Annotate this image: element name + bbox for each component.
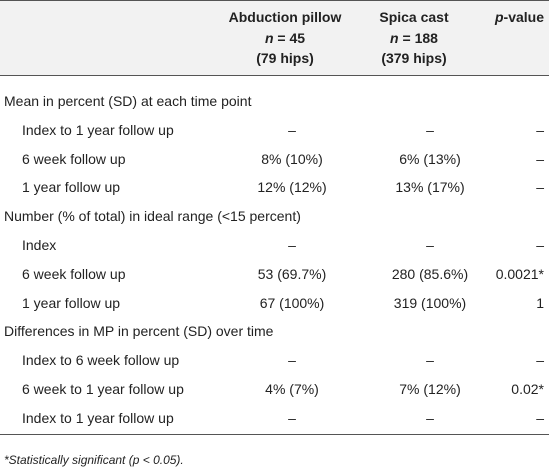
cell: – (288, 409, 296, 426)
cell: 7% (12%) (399, 381, 461, 397)
row-label: 6 week to 1 year follow up (22, 381, 184, 397)
cell: – (288, 237, 296, 253)
table-header (0, 0, 549, 76)
row-label: 6 week follow up (22, 265, 126, 282)
n-label: n (390, 30, 399, 46)
cell: – (288, 121, 296, 138)
cell: 67 (100%) (259, 294, 325, 311)
p-label: p (494, 9, 504, 25)
row-label: Index to 1 year follow up (22, 409, 174, 426)
cell: 6% (13%) (399, 150, 461, 167)
column-hips: (79 hips) (256, 50, 314, 66)
cell: 1 (536, 294, 544, 311)
column-n: n = 188 (390, 29, 438, 47)
section-title: Number (% of total) in ideal range (<15 … (4, 208, 301, 225)
cell: – (426, 352, 434, 369)
cell: 319 (100%) (393, 294, 467, 311)
cell: – (536, 409, 544, 426)
column-title: Spica cast (379, 9, 449, 25)
row-label: Index (22, 237, 57, 253)
cell: 12% (12%) (257, 179, 327, 196)
cell: 13% (17%) (395, 179, 465, 196)
cell: – (426, 237, 434, 253)
cell: – (536, 150, 544, 167)
column-title: p-value (495, 8, 544, 26)
section-title: Differences in MP in percent (SD) over t… (4, 323, 274, 340)
table-bottom-rule (0, 434, 549, 435)
cell: – (536, 121, 544, 138)
cell: 53 (69.7%) (257, 265, 327, 282)
row-label: Index to 1 year follow up (22, 121, 174, 138)
cell: 0.02* (511, 381, 544, 397)
row-label: 1 year follow up (22, 294, 121, 311)
cell: 8% (10%) (261, 150, 323, 167)
p-title: -value (503, 9, 544, 25)
column-title: Abduction pillow (228, 9, 342, 25)
cell: – (288, 352, 296, 369)
n-value: = 45 (273, 30, 306, 46)
cell: 4% (7%) (265, 381, 319, 397)
section-title: Mean in percent (SD) at each time point (4, 93, 252, 109)
n-label: n (264, 30, 274, 46)
column-n: n = 45 (265, 29, 305, 47)
row-label: 1 year follow up (22, 179, 121, 196)
cell: – (426, 121, 434, 138)
column-hips: (379 hips) (381, 50, 447, 66)
n-value: = 188 (398, 30, 438, 46)
row-label: 6 week follow up (22, 150, 126, 167)
cell: 280 (85.6%) (391, 265, 469, 282)
cell: 0.0021* (495, 265, 544, 282)
cell: – (536, 237, 544, 253)
cell: – (426, 409, 434, 426)
cell: – (536, 179, 544, 196)
row-label: Index to 6 week follow up (22, 352, 180, 369)
footnote: *Statistically significant (p < 0.05). (4, 453, 184, 467)
cell: – (536, 352, 544, 369)
